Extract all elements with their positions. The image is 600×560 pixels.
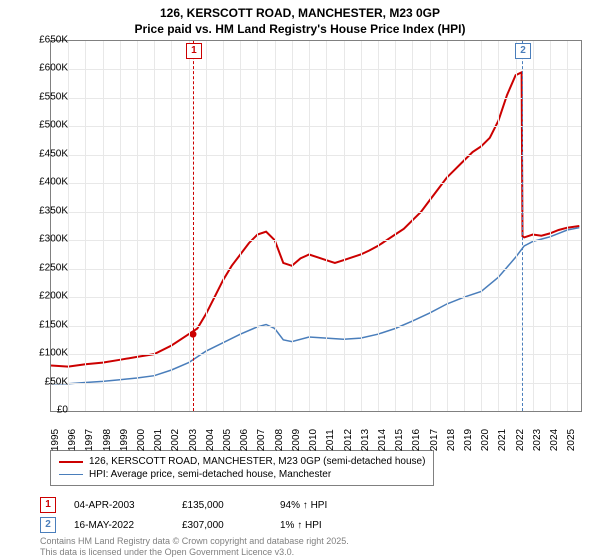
event-row: 2 16-MAY-2022 £307,000 1% ↑ HPI [40, 515, 327, 535]
event-price: £307,000 [182, 520, 262, 531]
event-hpi: 1% ↑ HPI [280, 520, 322, 531]
x-axis-tick-label: 2005 [222, 429, 233, 451]
x-axis-tick-label: 2023 [532, 429, 543, 451]
x-axis-tick-label: 2004 [205, 429, 216, 451]
y-axis-tick-label: £600K [39, 63, 68, 74]
x-axis-tick-label: 2018 [446, 429, 457, 451]
y-axis-tick-label: £350K [39, 205, 68, 216]
y-axis-tick-label: £50K [45, 376, 68, 387]
x-axis-tick-label: 1997 [84, 429, 95, 451]
marker-badge-2: 2 [515, 43, 531, 59]
footer-line1: Contains HM Land Registry data © Crown c… [40, 536, 349, 547]
x-axis-tick-label: 2015 [394, 429, 405, 451]
y-axis-tick-label: £450K [39, 148, 68, 159]
x-axis-tick-label: 2001 [153, 429, 164, 451]
chart-title-line2: Price paid vs. HM Land Registry's House … [0, 22, 600, 38]
x-axis-tick-label: 2014 [377, 429, 388, 451]
marker-line-2 [522, 41, 523, 411]
y-axis-tick-label: £300K [39, 234, 68, 245]
chart-svg [51, 41, 581, 411]
marker-line-1 [193, 41, 194, 411]
x-axis-tick-label: 2011 [325, 429, 336, 451]
series-hpi [51, 228, 579, 384]
y-axis-tick-label: £650K [39, 35, 68, 46]
event-table: 1 04-APR-2003 £135,000 94% ↑ HPI 2 16-MAY-202… [40, 495, 327, 535]
x-axis-tick-label: 2025 [566, 429, 577, 451]
legend-label: HPI: Average price, semi-detached house,… [89, 469, 331, 480]
y-axis-tick-label: £150K [39, 319, 68, 330]
x-axis-tick-label: 2000 [136, 429, 147, 451]
x-axis-tick-label: 2021 [497, 429, 508, 451]
x-axis-tick-label: 2009 [291, 429, 302, 451]
chart-container: 126, KERSCOTT ROAD, MANCHESTER, M23 0GP … [0, 0, 600, 560]
event-hpi: 94% ↑ HPI [280, 500, 327, 511]
event-date: 16-MAY-2022 [74, 520, 164, 531]
legend-swatch [59, 461, 83, 463]
y-axis-tick-label: £500K [39, 120, 68, 131]
legend-item: HPI: Average price, semi-detached house,… [59, 468, 425, 481]
x-axis-tick-label: 2017 [429, 429, 440, 451]
chart-title-line1: 126, KERSCOTT ROAD, MANCHESTER, M23 0GP [0, 0, 600, 22]
legend-swatch [59, 474, 83, 475]
x-axis-tick-label: 2019 [463, 429, 474, 451]
y-axis-tick-label: £0 [57, 405, 68, 416]
x-axis-tick-label: 2022 [515, 429, 526, 451]
x-axis-tick-label: 2003 [188, 429, 199, 451]
y-axis-tick-label: £550K [39, 91, 68, 102]
event-badge: 1 [40, 497, 56, 513]
x-axis-tick-label: 2002 [170, 429, 181, 451]
chart-legend: 126, KERSCOTT ROAD, MANCHESTER, M23 0GP … [50, 450, 434, 486]
x-axis-tick-label: 2024 [549, 429, 560, 451]
y-axis-tick-label: £200K [39, 291, 68, 302]
legend-item: 126, KERSCOTT ROAD, MANCHESTER, M23 0GP … [59, 455, 425, 468]
x-axis-tick-label: 2016 [411, 429, 422, 451]
chart-plot-area: 12 [50, 40, 582, 412]
x-axis-tick-label: 2020 [480, 429, 491, 451]
y-axis-tick-label: £250K [39, 262, 68, 273]
x-axis-tick-label: 2007 [256, 429, 267, 451]
x-axis-tick-label: 2006 [239, 429, 250, 451]
x-axis-tick-label: 2008 [274, 429, 285, 451]
y-axis-tick-label: £100K [39, 348, 68, 359]
legend-label: 126, KERSCOTT ROAD, MANCHESTER, M23 0GP … [89, 456, 425, 467]
x-axis-tick-label: 2010 [308, 429, 319, 451]
x-axis-tick-label: 1998 [102, 429, 113, 451]
x-axis-tick-label: 1999 [119, 429, 130, 451]
x-axis-tick-label: 2013 [360, 429, 371, 451]
footer-attribution: Contains HM Land Registry data © Crown c… [40, 536, 349, 558]
x-axis-tick-label: 1995 [50, 429, 61, 451]
y-axis-tick-label: £400K [39, 177, 68, 188]
x-axis-tick-label: 1996 [67, 429, 78, 451]
series-price_paid [51, 72, 579, 366]
event-row: 1 04-APR-2003 £135,000 94% ↑ HPI [40, 495, 327, 515]
x-axis-tick-label: 2012 [343, 429, 354, 451]
marker-badge-1: 1 [186, 43, 202, 59]
footer-line2: This data is licensed under the Open Gov… [40, 547, 349, 558]
event-badge: 2 [40, 517, 56, 533]
event-date: 04-APR-2003 [74, 500, 164, 511]
event-price: £135,000 [182, 500, 262, 511]
